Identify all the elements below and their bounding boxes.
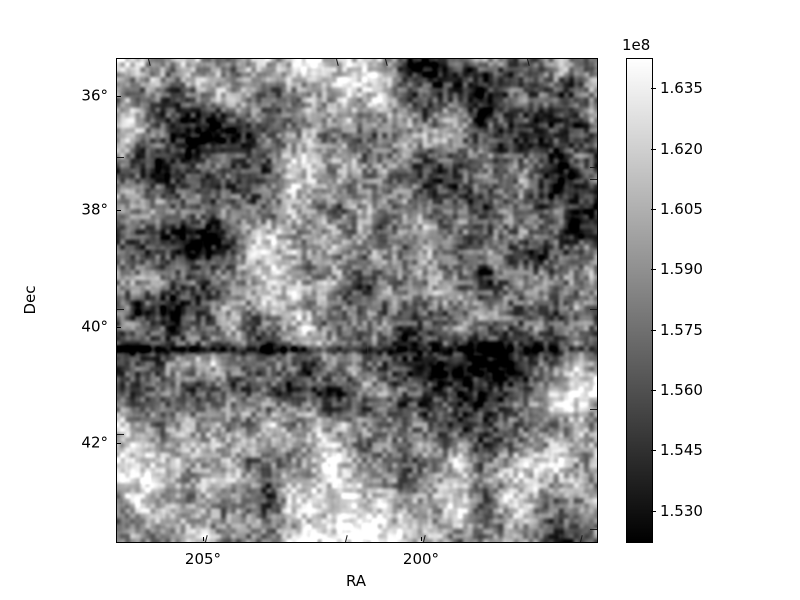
- colorbar-tick: [651, 269, 656, 271]
- sky-map-heatmap-image[interactable]: [117, 59, 597, 542]
- wcs-gridline-tick: [590, 179, 597, 180]
- wcs-gridline-tick: [590, 167, 597, 168]
- colorbar-tick-label: 1.635: [660, 79, 703, 98]
- colorbar-tick: [651, 148, 656, 150]
- sky-map-axes[interactable]: [116, 58, 598, 543]
- colorbar-tick-label: 1.545: [660, 441, 703, 460]
- y-axis-tick-label: 38°: [81, 200, 108, 219]
- y-axis-tick: [117, 443, 121, 444]
- colorbar-gradient: [627, 59, 652, 542]
- colorbar-tick: [651, 88, 656, 90]
- x-axis-tick-label: 200°: [402, 550, 440, 568]
- x-axis-title: RA: [345, 572, 367, 590]
- y-axis-tick-label: 42°: [81, 433, 108, 452]
- wcs-gridline-tick: [590, 409, 597, 410]
- y-axis-title: Dec: [21, 285, 39, 315]
- colorbar-tick-label: 1.620: [660, 139, 703, 158]
- colorbar-tick-label: 1.605: [660, 199, 703, 218]
- wcs-gridline-tick: [590, 309, 597, 310]
- wcs-gridline-tick: [590, 529, 597, 530]
- x-axis-tick-label: 205°: [184, 550, 222, 568]
- colorbar-tick: [651, 329, 656, 331]
- y-axis-tick-label: 40°: [81, 317, 108, 336]
- colorbar-offset-text: 1e8: [622, 36, 651, 54]
- colorbar-axes[interactable]: [626, 58, 653, 543]
- x-axis-tick: [203, 537, 204, 541]
- y-axis-tick: [117, 96, 121, 97]
- colorbar-tick-label: 1.560: [660, 381, 703, 400]
- colorbar-tick-label: 1.530: [660, 501, 703, 520]
- y-axis-tick: [117, 210, 121, 211]
- y-axis-tick: [117, 327, 121, 328]
- x-axis-tick: [421, 537, 422, 541]
- colorbar-tick: [651, 390, 656, 392]
- colorbar-tick-label: 1.575: [660, 320, 703, 339]
- colorbar-tick: [651, 450, 656, 452]
- colorbar-tick: [651, 510, 656, 512]
- y-axis-tick-label: 36°: [81, 86, 108, 105]
- wcs-gridline-tick: [117, 157, 124, 158]
- colorbar-tick-label: 1.590: [660, 260, 703, 279]
- colorbar-tick: [651, 208, 656, 210]
- wcs-gridline-tick: [117, 309, 124, 310]
- wcs-gridline-tick: [117, 434, 124, 435]
